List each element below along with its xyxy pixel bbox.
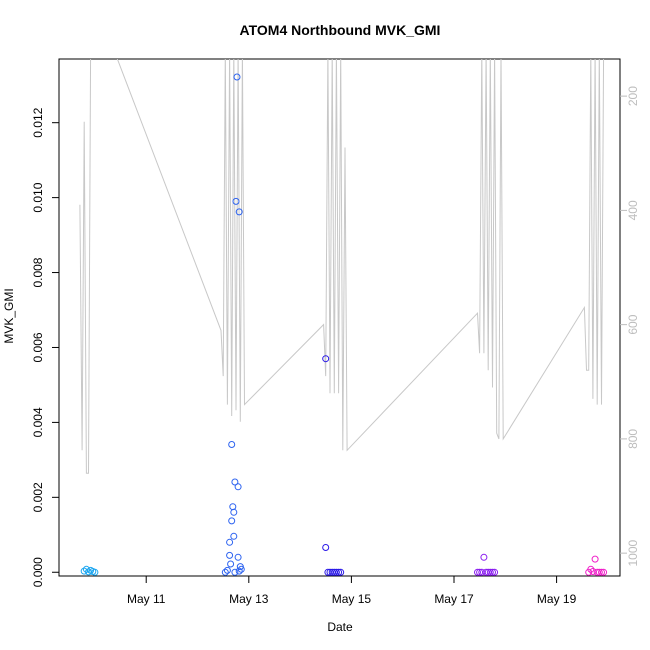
data-point: [491, 568, 499, 576]
series-5: [585, 555, 608, 576]
x-tick-label: May 19: [537, 592, 577, 606]
x-tick-label: May 15: [332, 592, 372, 606]
data-point: [332, 568, 340, 576]
data-point: [231, 478, 239, 486]
data-point: [337, 568, 345, 576]
data-point: [235, 567, 243, 575]
depth-line-layer: [79, 59, 605, 474]
series-4: [474, 553, 499, 576]
data-point: [228, 517, 236, 525]
data-point: [230, 532, 238, 540]
data-point: [474, 568, 481, 576]
data-point: [223, 566, 231, 574]
y-tick-label: 0.010: [31, 182, 45, 212]
y2-tick-label: 800: [626, 429, 640, 449]
x-tick-label: May 17: [434, 592, 474, 606]
data-point: [91, 568, 99, 576]
secondary-y-axis: 200 400 600 800 1000: [620, 86, 640, 567]
data-point: [595, 568, 603, 576]
data-point: [226, 551, 234, 559]
y-tick-label: 0.000: [31, 557, 45, 587]
x-tick-label: May 13: [229, 592, 269, 606]
data-point: [227, 560, 235, 568]
y2-tick-label: 200: [626, 86, 640, 106]
data-point: [226, 538, 234, 546]
x-axis: May 11 May 13 May 15 May 17 May 19: [127, 576, 577, 606]
data-point: [598, 568, 605, 576]
x-axis-label: Date: [327, 620, 353, 634]
data-point: [322, 544, 330, 551]
data-point: [237, 565, 245, 573]
data-point: [587, 565, 595, 573]
data-point: [231, 568, 239, 576]
data-point: [234, 553, 242, 561]
data-point: [221, 568, 229, 576]
y-tick-label: 0.006: [31, 332, 45, 362]
chart-title: ATOM4 Northbound MVK_GMI: [240, 22, 441, 38]
y-tick-label: 0.002: [31, 482, 45, 512]
y-tick-label: 0.012: [31, 107, 45, 137]
data-point: [486, 568, 494, 576]
data-point: [235, 208, 243, 216]
y2-tick-label: 600: [626, 314, 640, 334]
series-3: [322, 355, 345, 576]
depth-line: [79, 59, 605, 474]
data-point: [228, 441, 236, 448]
x-tick-label: May 11: [127, 592, 166, 606]
y-axis-label: MVK_GMI: [2, 288, 16, 343]
plot-frame: [58, 58, 621, 577]
data-point: [229, 503, 237, 511]
y-axis: 0.000 0.002 0.004 0.006 0.008 0.010 0.012: [31, 107, 59, 587]
data-point: [233, 73, 241, 81]
data-point: [232, 197, 240, 205]
y-tick-label: 0.004: [31, 407, 45, 437]
data-point: [230, 508, 238, 516]
y2-tick-label: 1000: [626, 539, 640, 566]
series-1: [80, 565, 99, 576]
data-point: [480, 553, 488, 561]
data-point: [600, 568, 608, 576]
y2-tick-label: 400: [626, 200, 640, 220]
y-tick-label: 0.008: [31, 257, 45, 287]
series-2: [221, 73, 245, 576]
data-point: [335, 568, 343, 576]
data-points-layer: [80, 73, 608, 576]
data-point: [591, 555, 599, 563]
data-point: [322, 355, 330, 363]
data-point: [489, 568, 496, 576]
data-point: [234, 483, 242, 491]
